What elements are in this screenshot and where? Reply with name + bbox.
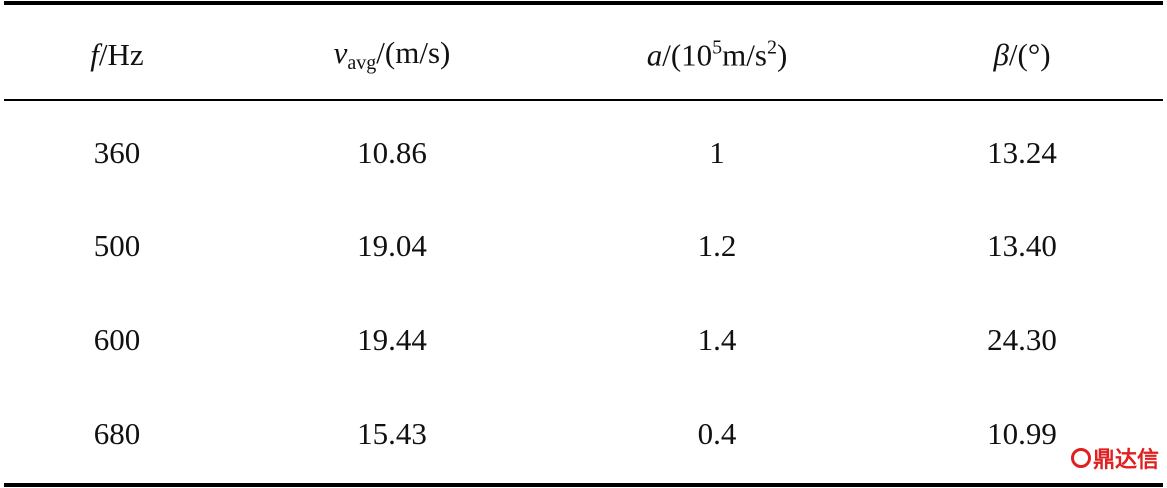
table-cell: 19.44: [357, 322, 427, 357]
header-text: f: [90, 37, 99, 72]
table-cell: 24.30: [987, 322, 1057, 357]
header-text: /(m/s): [376, 35, 451, 70]
watermark-text: 鼎达信: [1092, 448, 1159, 473]
table-cell: 680: [93, 416, 141, 451]
table-cell: 19.04: [357, 228, 427, 263]
header-text: /Hz: [98, 37, 144, 72]
header-text: β: [993, 37, 1009, 72]
table-cell: 600: [93, 322, 141, 357]
header-text: 5: [712, 36, 723, 59]
table-cell: 10.99: [987, 416, 1057, 451]
watermark: 鼎达信: [1070, 442, 1159, 474]
table-cell: 13.24: [987, 135, 1057, 170]
header-text: /(10: [662, 37, 713, 73]
header-text: ): [776, 37, 788, 73]
table-cell: 10.86: [357, 135, 427, 170]
header-rule: [4, 99, 1163, 101]
header-text: 2: [766, 36, 777, 59]
table-cell: 0.4: [697, 416, 737, 451]
table-cell: 360: [93, 135, 141, 170]
table-cell: 13.40: [987, 228, 1057, 263]
header-cell: β/(°): [993, 37, 1050, 73]
table-cell: 1.4: [697, 322, 737, 357]
watermark-logo: [1070, 448, 1091, 468]
header-text: v: [333, 35, 348, 70]
header-cell: a/(105m/s2): [647, 37, 788, 74]
header-cell: f/Hz: [90, 37, 143, 73]
header-text: /(°): [1008, 37, 1051, 72]
table-cell: 1.2: [697, 228, 737, 263]
header-text: avg: [347, 52, 377, 74]
table-cell: 15.43: [357, 416, 427, 451]
top-rule: [4, 1, 1163, 5]
header-cell: vavg/(m/s): [334, 35, 451, 75]
table-cell: 500: [93, 228, 141, 263]
header-text: m/s: [722, 37, 767, 73]
bottom-rule: [4, 483, 1163, 487]
table-cell: 1: [709, 135, 725, 170]
header-text: a: [646, 37, 663, 73]
